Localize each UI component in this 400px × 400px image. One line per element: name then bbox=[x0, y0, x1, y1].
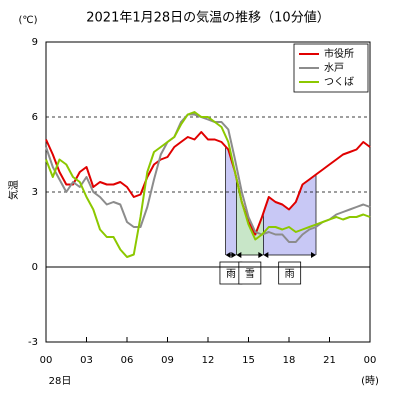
arrow-head bbox=[225, 252, 231, 258]
x-tick-label: 21 bbox=[323, 355, 336, 366]
precip-label: 雨 bbox=[226, 269, 236, 280]
legend-label: 水戸 bbox=[324, 62, 344, 74]
precip-area bbox=[225, 146, 237, 255]
x-tick-label: 00 bbox=[364, 355, 377, 366]
x-tick-label: 15 bbox=[242, 355, 255, 366]
y-tick-label: 9 bbox=[32, 37, 38, 48]
y-axis-label: 気温 bbox=[7, 180, 20, 200]
series-line bbox=[45, 111, 371, 258]
arrow-head bbox=[311, 252, 316, 258]
y-tick-label: 0 bbox=[32, 262, 38, 273]
legend-label: つくば bbox=[324, 76, 354, 88]
precip-area bbox=[236, 178, 264, 255]
x-tick-label: 09 bbox=[161, 355, 174, 366]
y-tick-label: 6 bbox=[32, 112, 38, 123]
x-tick-label: 12 bbox=[202, 355, 215, 366]
x-tick-label: 00 bbox=[40, 355, 53, 366]
plot-frame bbox=[45, 41, 371, 343]
x-sublabel: 28日 bbox=[49, 376, 72, 387]
x-tick-label: 03 bbox=[80, 355, 93, 366]
arrow-head bbox=[258, 252, 264, 258]
arrow-head bbox=[236, 252, 242, 258]
series-line bbox=[45, 131, 371, 236]
y-tick-label: -3 bbox=[28, 337, 38, 348]
arrow-head bbox=[263, 252, 269, 258]
x-unit: (時) bbox=[361, 375, 379, 387]
series-line bbox=[45, 113, 371, 243]
y-tick-label: 3 bbox=[32, 187, 38, 198]
precip-label: 雪 bbox=[245, 268, 255, 280]
legend-label: 市役所 bbox=[324, 47, 354, 60]
arrow-head bbox=[231, 252, 237, 258]
chart-title: 2021年1月28日の気温の推移（10分値） bbox=[86, 10, 329, 26]
y-unit: (℃) bbox=[18, 15, 37, 26]
x-tick-label: 06 bbox=[121, 355, 134, 366]
x-tick-label: 18 bbox=[283, 355, 296, 366]
precip-label: 雨 bbox=[285, 269, 295, 280]
